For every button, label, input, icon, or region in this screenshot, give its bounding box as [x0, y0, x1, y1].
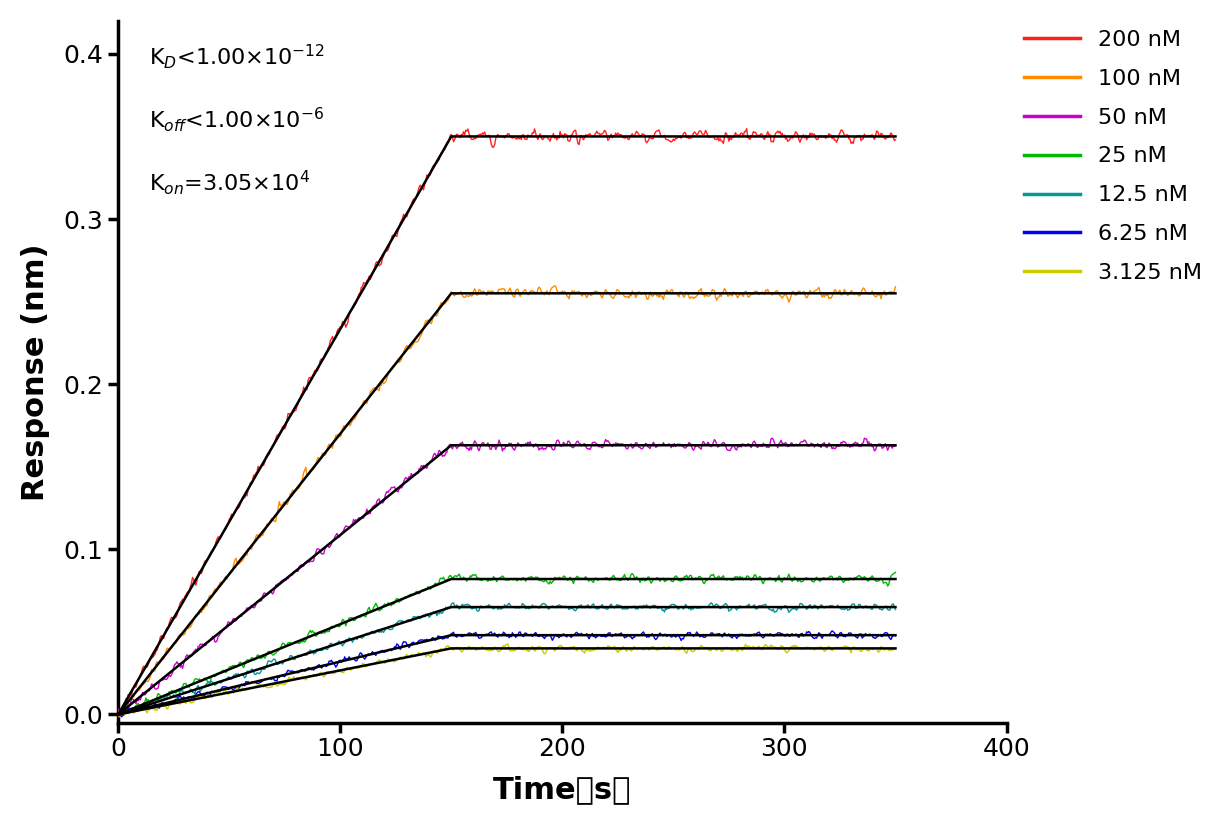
X-axis label: Time（s）: Time（s） [493, 776, 632, 804]
Text: K$_{off}$<1.00×10$^{-6}$: K$_{off}$<1.00×10$^{-6}$ [149, 105, 324, 134]
Text: K$_{D}$<1.00×10$^{-12}$: K$_{D}$<1.00×10$^{-12}$ [149, 42, 325, 71]
Y-axis label: Response (nm): Response (nm) [21, 243, 49, 501]
Text: K$_{on}$=3.05×10$^{4}$: K$_{on}$=3.05×10$^{4}$ [149, 168, 310, 197]
Legend: 200 nM, 100 nM, 50 nM, 25 nM, 12.5 nM, 6.25 nM, 3.125 nM: 200 nM, 100 nM, 50 nM, 25 nM, 12.5 nM, 6… [1015, 21, 1211, 292]
